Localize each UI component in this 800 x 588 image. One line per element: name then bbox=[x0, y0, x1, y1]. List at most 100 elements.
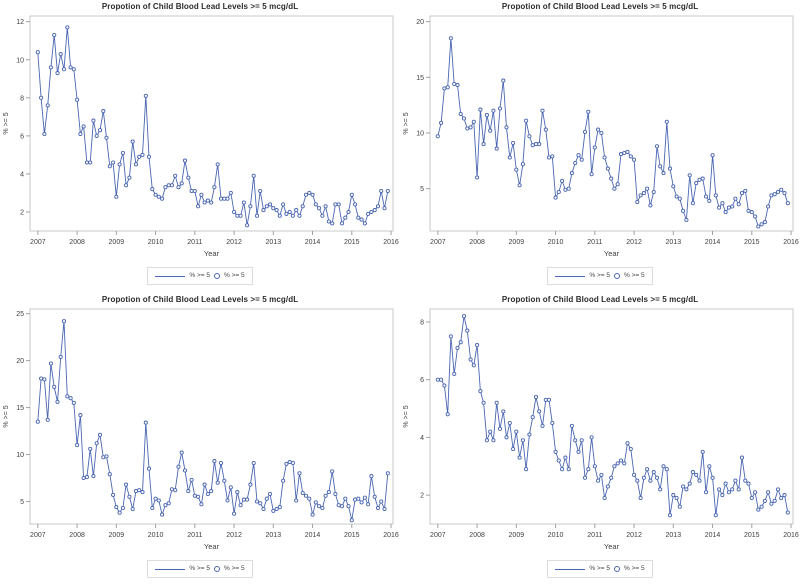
data-point-marker bbox=[465, 126, 470, 131]
y-tick-label: 2 bbox=[420, 493, 424, 500]
data-point-marker bbox=[576, 449, 581, 454]
data-point-marker bbox=[385, 188, 390, 194]
data-point-marker bbox=[749, 210, 754, 215]
data-point-marker bbox=[622, 461, 627, 466]
data-point-marker bbox=[566, 186, 571, 191]
data-point-marker bbox=[759, 504, 764, 509]
data-point-marker bbox=[618, 458, 624, 463]
data-point-marker bbox=[641, 475, 646, 480]
legend-circle-marker-icon bbox=[214, 566, 220, 572]
data-point-marker bbox=[271, 206, 276, 211]
x-tick-label: 2010 bbox=[548, 239, 564, 246]
data-point-marker bbox=[343, 496, 348, 501]
data-point-marker bbox=[769, 193, 774, 198]
data-point-marker bbox=[674, 194, 679, 199]
legend-line-sample-icon bbox=[155, 275, 186, 277]
legend-circle-marker-icon bbox=[614, 566, 620, 572]
data-point-marker bbox=[445, 85, 450, 90]
data-point-marker bbox=[514, 429, 519, 434]
data-point-marker bbox=[753, 490, 758, 495]
data-point-marker bbox=[228, 190, 233, 195]
series-line bbox=[437, 316, 789, 516]
data-point-marker bbox=[169, 487, 174, 492]
x-tick-label: 2008 bbox=[469, 532, 485, 539]
x-tick-label: 2010 bbox=[148, 532, 164, 539]
data-point-marker bbox=[674, 495, 679, 501]
data-point-marker bbox=[681, 208, 686, 213]
data-point-marker bbox=[91, 474, 96, 479]
data-point-marker bbox=[782, 493, 787, 498]
data-point-marker bbox=[543, 127, 548, 132]
legend-marker-label: % >= 5 bbox=[624, 564, 645, 572]
data-point-marker bbox=[261, 208, 266, 213]
data-point-marker bbox=[186, 175, 191, 180]
data-point-marker bbox=[478, 107, 483, 112]
data-point-marker bbox=[245, 497, 250, 502]
data-point-marker bbox=[664, 119, 669, 124]
data-point-marker bbox=[196, 204, 201, 209]
y-tick-label: 6 bbox=[420, 377, 424, 384]
data-point-marker bbox=[35, 50, 40, 55]
data-point-marker bbox=[84, 160, 89, 165]
legend-marker-label: % >= 5 bbox=[224, 564, 245, 572]
x-tick-label: 2016 bbox=[383, 532, 399, 539]
data-point-marker bbox=[684, 217, 689, 222]
data-point-marker bbox=[628, 154, 633, 159]
data-point-marker bbox=[94, 441, 99, 446]
data-point-marker bbox=[58, 354, 63, 359]
plot-area-svg: 2 4 6 8 2007 2008 2009 2010 2011 2012 2013 2014 2015… bbox=[403, 308, 799, 551]
data-point-marker bbox=[772, 498, 777, 503]
data-point-marker bbox=[543, 397, 548, 402]
x-tick-label: 2015 bbox=[344, 239, 360, 246]
series-line bbox=[37, 27, 389, 226]
data-point-marker bbox=[68, 65, 73, 70]
legend-line-sample-icon bbox=[555, 568, 586, 570]
data-point-marker bbox=[589, 435, 594, 440]
data-point-marker bbox=[775, 189, 781, 195]
legend-marker-label: % >= 5 bbox=[224, 271, 245, 279]
x-tick-label: 2007 bbox=[430, 532, 446, 539]
data-point-marker bbox=[507, 155, 512, 160]
data-point-marker bbox=[726, 205, 731, 210]
chart-title: Propotion of Child Blood Lead Levels >= … bbox=[501, 2, 699, 11]
data-point-marker bbox=[160, 512, 165, 517]
data-point-marker bbox=[97, 128, 103, 133]
data-point-marker bbox=[461, 116, 467, 121]
plot-frame bbox=[29, 308, 394, 525]
data-point-marker bbox=[540, 108, 545, 113]
data-point-marker bbox=[579, 157, 584, 162]
data-point-marker bbox=[140, 490, 145, 495]
data-point-marker bbox=[143, 93, 148, 98]
data-point-marker bbox=[563, 455, 568, 460]
data-point-marker bbox=[218, 460, 224, 466]
data-point-marker bbox=[58, 52, 63, 57]
data-point-marker bbox=[173, 488, 178, 493]
data-point-marker bbox=[114, 194, 119, 199]
y-tick-label: 15 bbox=[416, 75, 424, 82]
data-point-marker bbox=[153, 192, 158, 197]
data-point-marker bbox=[333, 202, 338, 207]
data-point-marker bbox=[782, 191, 787, 196]
data-point-marker bbox=[494, 146, 499, 151]
x-tick-label: 2007 bbox=[30, 239, 46, 246]
chart-quadrant-top-right: Propotion of Child Blood Lead Levels >= … bbox=[400, 0, 800, 293]
data-point-marker bbox=[323, 493, 328, 498]
data-point-marker bbox=[78, 131, 83, 137]
y-axis-label: % >= 5 bbox=[403, 112, 410, 134]
data-point-marker bbox=[615, 461, 620, 466]
y-tick-label: 5 bbox=[20, 499, 24, 506]
data-point-marker bbox=[215, 162, 220, 167]
data-point-marker bbox=[602, 155, 607, 160]
data-point-marker bbox=[323, 204, 328, 209]
data-point-marker bbox=[641, 191, 646, 196]
x-tick-label: 2014 bbox=[705, 239, 721, 246]
data-point-marker bbox=[635, 199, 640, 205]
y-tick-label: 20 bbox=[416, 19, 424, 26]
data-point-marker bbox=[533, 142, 539, 147]
data-point-marker bbox=[671, 493, 676, 498]
data-point-marker bbox=[452, 371, 457, 376]
data-point-marker bbox=[111, 492, 116, 497]
data-point-marker bbox=[196, 494, 201, 499]
data-point-marker bbox=[504, 125, 509, 130]
